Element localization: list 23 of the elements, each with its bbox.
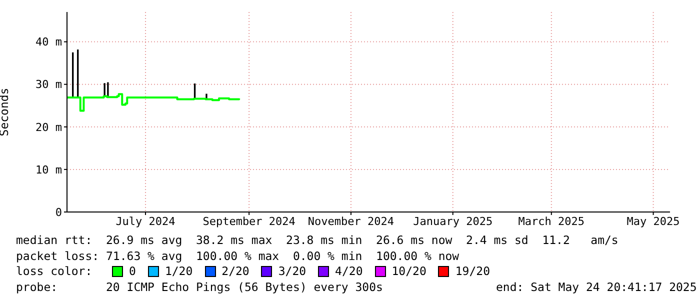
legend-label: 4/20	[334, 264, 363, 280]
x-tick-label: July 2024	[116, 214, 176, 228]
legend-label: 1/20	[164, 264, 193, 280]
x-tick-label: January 2025	[413, 214, 493, 228]
y-tick-label: 10 m	[36, 163, 62, 176]
legend-label: 3/20	[277, 264, 306, 280]
y-tick-label: 0	[55, 206, 62, 219]
legend-label: 0	[128, 264, 136, 280]
y-tick-label: 40 m	[36, 36, 62, 49]
text: packet loss: 71.63 % avg 100.00 % max 0.00 % min 100.00 % now	[16, 248, 460, 264]
text: end: Sat May 24 20:41:17 2025	[496, 280, 697, 295]
y-tick-label: 30 m	[36, 78, 62, 92]
x-tick-label: September 2024	[202, 214, 296, 228]
x-tick-label: November 2024	[308, 214, 394, 228]
y-tick-label: 20 m	[36, 120, 62, 134]
legend-label: 2/20	[220, 264, 250, 280]
legend-title: loss color:	[16, 264, 94, 280]
x-tick-label: March 2025	[518, 214, 585, 228]
text: probe: 20 ICMP Echo Pings (56 Bytes) every 300s	[16, 280, 383, 294]
legend-label: 19/20	[454, 264, 490, 280]
x-tick-label: May 2025	[626, 214, 680, 228]
legend-label: 10/20	[390, 264, 426, 280]
text: median rtt: 26.9 ms avg 38.2 ms max 23.8 ms min 26.6 ms now 2.4 ms sd 11.2 am/s	[16, 233, 618, 248]
